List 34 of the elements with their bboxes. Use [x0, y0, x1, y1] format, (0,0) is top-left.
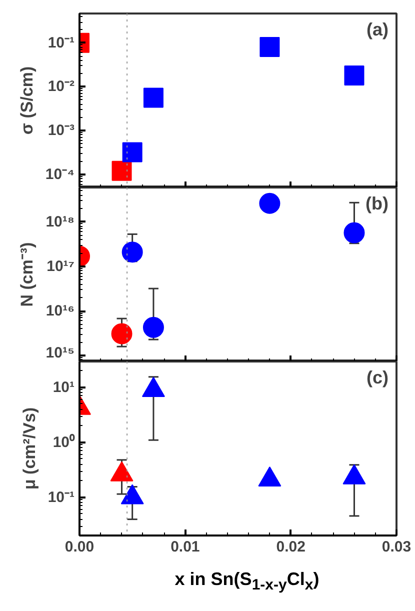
y-tick-label: 10¹⁸: [46, 213, 75, 230]
annotation: (a): [366, 20, 389, 40]
point: [120, 484, 144, 504]
x-axis-title: x in Sn(S$_{1-x-y}$Cl$_{x}$): [174, 568, 320, 596]
annotation: (b): [366, 194, 389, 214]
y-axis-title: μ (cm²/Vs): [20, 407, 39, 490]
y-tick-label: 10⁻⁴: [45, 166, 75, 183]
y-tick-label: 10¹⁵: [46, 344, 75, 362]
x-tick-label: 0.02: [276, 538, 306, 556]
point: [143, 88, 164, 108]
point: [344, 222, 365, 244]
y-tick-label: 10⁻²: [48, 78, 75, 96]
x-tick-label: 0.00: [64, 538, 94, 556]
y-tick-label: 10⁻¹: [48, 34, 75, 52]
y-tick-label: 10⁻¹: [48, 488, 75, 506]
y-tick-label: 10¹⁶: [46, 302, 75, 320]
y-axis-title: N (cm⁻³): [18, 242, 37, 307]
y-tick-label: 10⁰: [52, 432, 76, 451]
point: [259, 192, 280, 214]
x-tick-label: 0.01: [170, 538, 200, 556]
point: [142, 316, 164, 338]
y-tick-label: 10¹: [52, 378, 75, 396]
point: [122, 242, 143, 263]
y-tick-label: 10⁻³: [48, 122, 75, 140]
y-tick-label: 10¹⁷: [46, 258, 75, 275]
point: [122, 142, 142, 162]
point: [342, 464, 366, 484]
point: [260, 36, 280, 57]
point: [344, 66, 364, 86]
x-tick-label: 0.03: [382, 538, 412, 556]
point: [142, 376, 165, 397]
y-axis-title: σ (S/cm): [17, 66, 36, 135]
annotation: (c): [366, 368, 389, 388]
point: [258, 466, 282, 487]
